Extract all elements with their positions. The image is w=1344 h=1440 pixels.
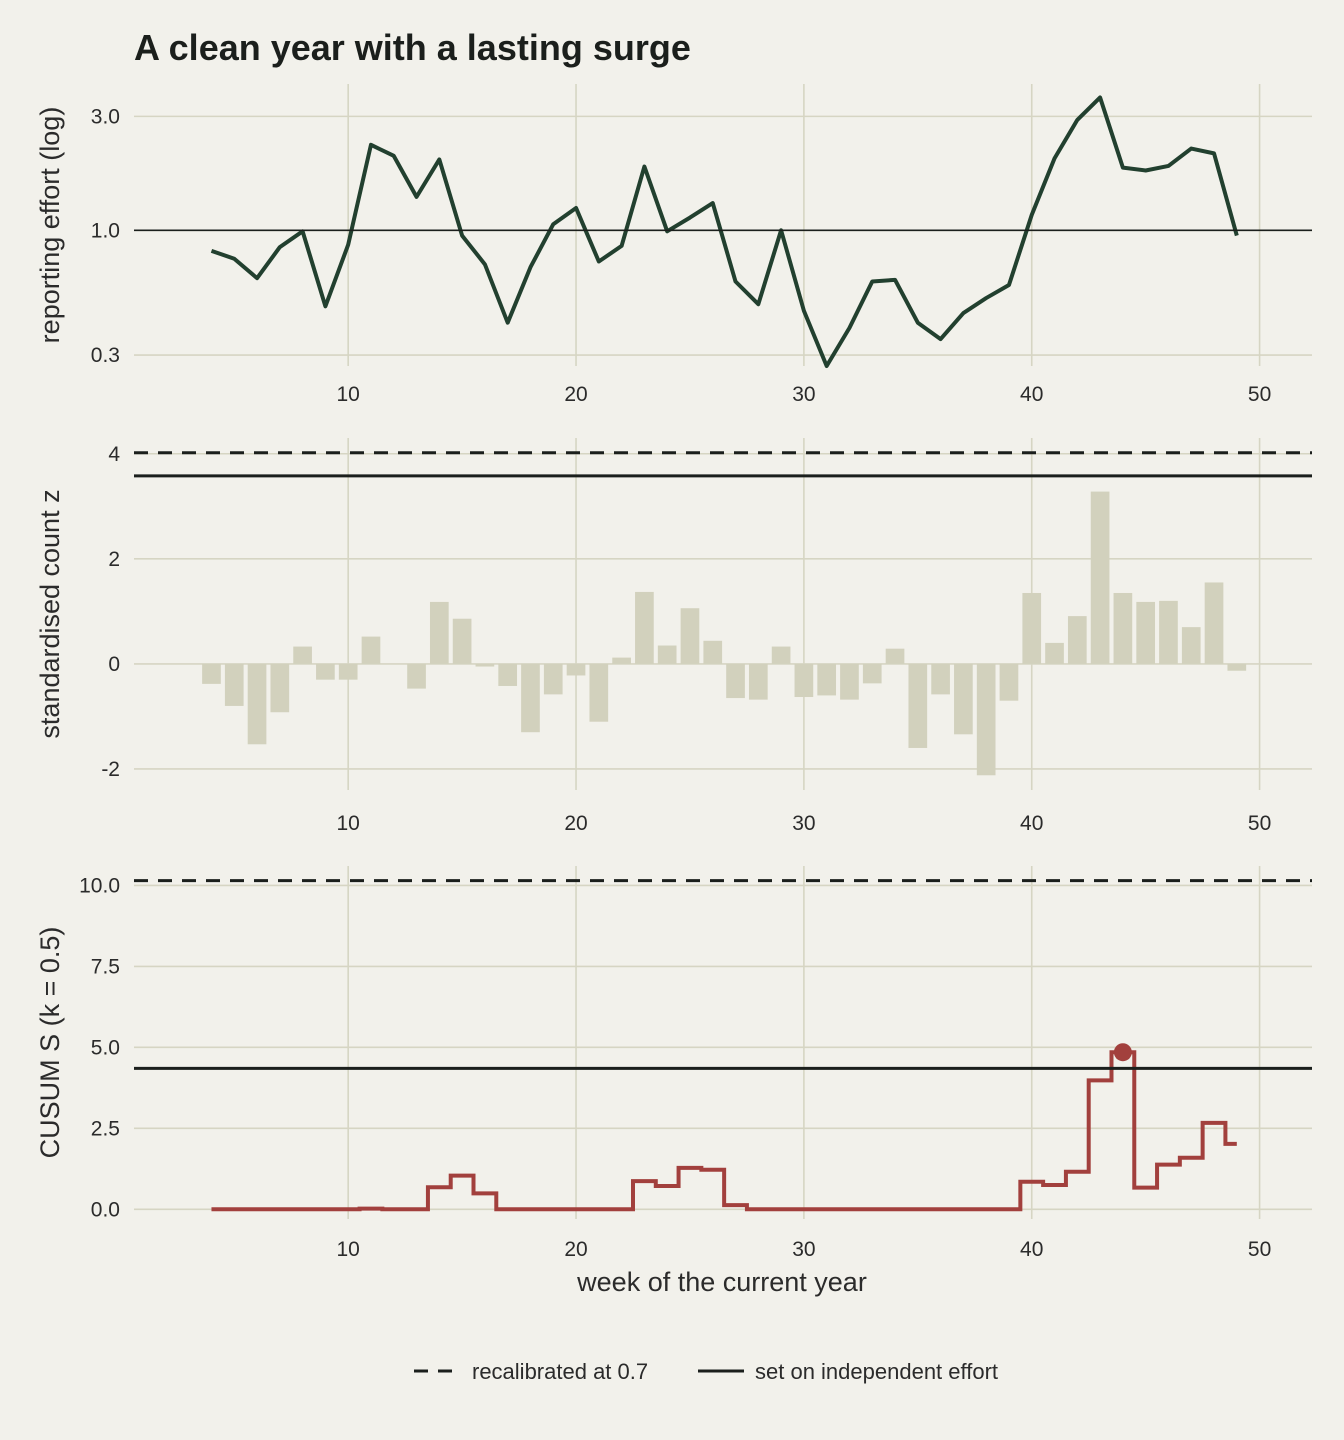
x-tick-label: 40: [1020, 1238, 1043, 1261]
z-bar: [202, 663, 221, 684]
panel-1-ticks: 10 20 30 40 50 0.3 1.0 3.0: [91, 105, 1271, 406]
z-bar: [1113, 592, 1133, 664]
y-tick-label: 2.5: [91, 1117, 120, 1140]
x-tick-label: 20: [564, 383, 587, 406]
z-bar: [885, 648, 905, 664]
z-bar: [361, 636, 381, 664]
z-bar: [429, 601, 449, 664]
z-bar: [224, 663, 244, 706]
reporting-effort-line: [210, 95, 1239, 368]
z-bar: [1090, 491, 1110, 664]
z-bar: [680, 608, 700, 664]
x-tick-label: 50: [1248, 812, 1271, 835]
x-tick-label: 50: [1248, 1238, 1271, 1261]
z-bar: [931, 663, 950, 695]
panel-reporting-effort: 10 20 30 40 50 0.3 1.0 3.0 reporting effort (lo…: [35, 84, 1312, 406]
z-bar: [1227, 663, 1247, 671]
z-bar: [316, 663, 335, 680]
y-tick-label: 4: [108, 443, 120, 466]
y-tick-label: -2: [101, 758, 120, 781]
z-bar: [703, 640, 723, 664]
panel-1-y-axis-label: reporting effort (log): [35, 107, 65, 344]
panel-2-marks: [134, 451, 1312, 776]
y-tick-label: 0: [108, 653, 120, 676]
legend: recalibrated at 0.7 set on independent e…: [414, 1359, 998, 1384]
z-bar: [657, 645, 677, 664]
z-bar: [1045, 642, 1064, 664]
panel-2-ticks: 10 20 30 40 50 -2 0 2 4: [101, 443, 1271, 835]
y-tick-label: 1.0: [91, 219, 120, 242]
y-tick-label: 0.3: [91, 344, 120, 367]
panel-3-y-axis-label: CUSUM S (k = 0.5): [35, 927, 65, 1159]
x-tick-label: 10: [337, 1238, 360, 1261]
z-bar: [1067, 616, 1087, 664]
legend-dashed-label: recalibrated at 0.7: [472, 1359, 648, 1384]
z-bar: [452, 618, 472, 664]
z-bar: [954, 663, 973, 735]
z-bar: [635, 591, 654, 664]
x-tick-label: 20: [564, 812, 587, 835]
z-bar: [1181, 627, 1201, 664]
x-axis-label: week of the current year: [576, 1267, 867, 1297]
z-bar: [566, 663, 586, 676]
x-tick-label: 30: [792, 812, 815, 835]
z-bar: [270, 663, 290, 713]
y-tick-label: 2: [108, 548, 120, 571]
x-tick-label: 40: [1020, 383, 1043, 406]
z-bar: [748, 663, 768, 700]
z-bar: [475, 663, 495, 667]
panel-standardised-count: 10 20 30 40 50 -2 0 2 4 standardised count z: [35, 438, 1312, 835]
z-bar: [976, 663, 996, 776]
z-bar: [498, 663, 518, 686]
z-bar: [407, 663, 426, 689]
y-tick-label: 5.0: [91, 1036, 120, 1059]
panel-cusum: 10 20 30 40 50 0.0 2.5 5.0 7.5 10.0 CUSUM S (k = …: [35, 866, 1312, 1261]
z-bar: [543, 663, 563, 695]
y-tick-label: 3.0: [91, 105, 120, 128]
x-tick-label: 50: [1248, 383, 1271, 406]
cusum-step-line: [211, 1050, 1237, 1212]
x-tick-label: 30: [792, 1238, 815, 1261]
y-tick-label: 0.0: [91, 1198, 120, 1221]
z-bar: [247, 663, 267, 745]
z-bar: [521, 663, 540, 733]
z-bar: [338, 663, 358, 680]
z-bar: [862, 663, 882, 684]
z-bar: [999, 663, 1019, 701]
z-bar: [589, 663, 609, 722]
chart-title: A clean year with a lasting surge: [134, 27, 691, 68]
x-tick-label: 40: [1020, 812, 1043, 835]
panel-1-marks: [134, 95, 1312, 368]
panel-3-ticks: 10 20 30 40 50 0.0 2.5 5.0 7.5 10.0: [79, 874, 1271, 1261]
alarm-point: [1113, 1043, 1132, 1062]
z-bar: [612, 657, 631, 664]
z-bar: [726, 663, 745, 699]
z-bar: [794, 663, 814, 698]
x-tick-label: 10: [337, 383, 360, 406]
z-bar: [1022, 592, 1042, 664]
panel-3-marks: [134, 879, 1312, 1212]
z-bar: [908, 663, 928, 748]
y-tick-label: 7.5: [91, 955, 120, 978]
panel-2-y-axis-label: standardised count z: [35, 489, 65, 738]
z-bar: [1204, 582, 1224, 664]
x-tick-label: 20: [564, 1238, 587, 1261]
x-tick-label: 10: [337, 812, 360, 835]
y-tick-label: 10.0: [79, 874, 120, 897]
legend-solid-label: set on independent effort: [755, 1359, 998, 1384]
z-bar: [771, 646, 791, 664]
z-bar: [293, 646, 312, 664]
z-bar: [817, 663, 837, 696]
z-bar: [840, 663, 859, 700]
x-tick-label: 30: [792, 383, 815, 406]
z-bar: [1136, 601, 1156, 664]
z-bar: [1159, 600, 1178, 664]
